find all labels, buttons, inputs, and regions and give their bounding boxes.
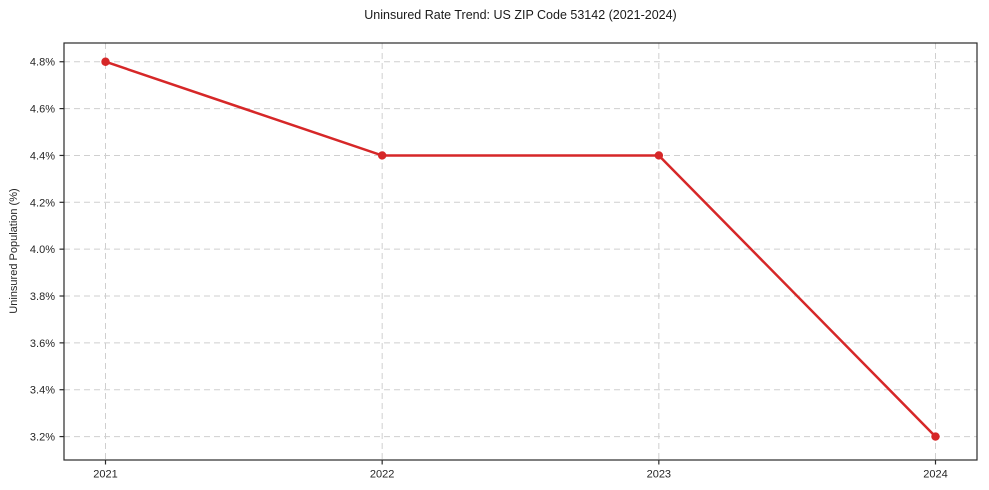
data-point [654,151,664,160]
plot-border [63,42,978,461]
data-point [101,57,110,66]
chart-title: Uninsured Rate Trend: US ZIP Code 53142 … [364,8,677,22]
y-tick-label: 4.6% [30,104,55,116]
y-tick-label: 4.2% [30,197,55,209]
x-tick-label: 2024 [923,469,947,481]
trend-line [104,60,937,438]
x-tick-label: 2023 [647,469,671,481]
x-tick-label: 2022 [370,469,394,481]
data-point [931,432,940,441]
data-point [377,151,387,160]
y-tick-label: 4.0% [30,244,55,256]
y-tick-label: 3.6% [30,338,55,350]
y-tick-label: 3.2% [30,432,55,444]
y-tick-label: 3.8% [30,291,55,303]
x-tick-label: 2021 [93,469,117,481]
y-tick-label: 4.8% [30,57,55,69]
y-tick-label: 3.4% [30,385,55,397]
y-tick-label: 4.4% [30,150,55,162]
